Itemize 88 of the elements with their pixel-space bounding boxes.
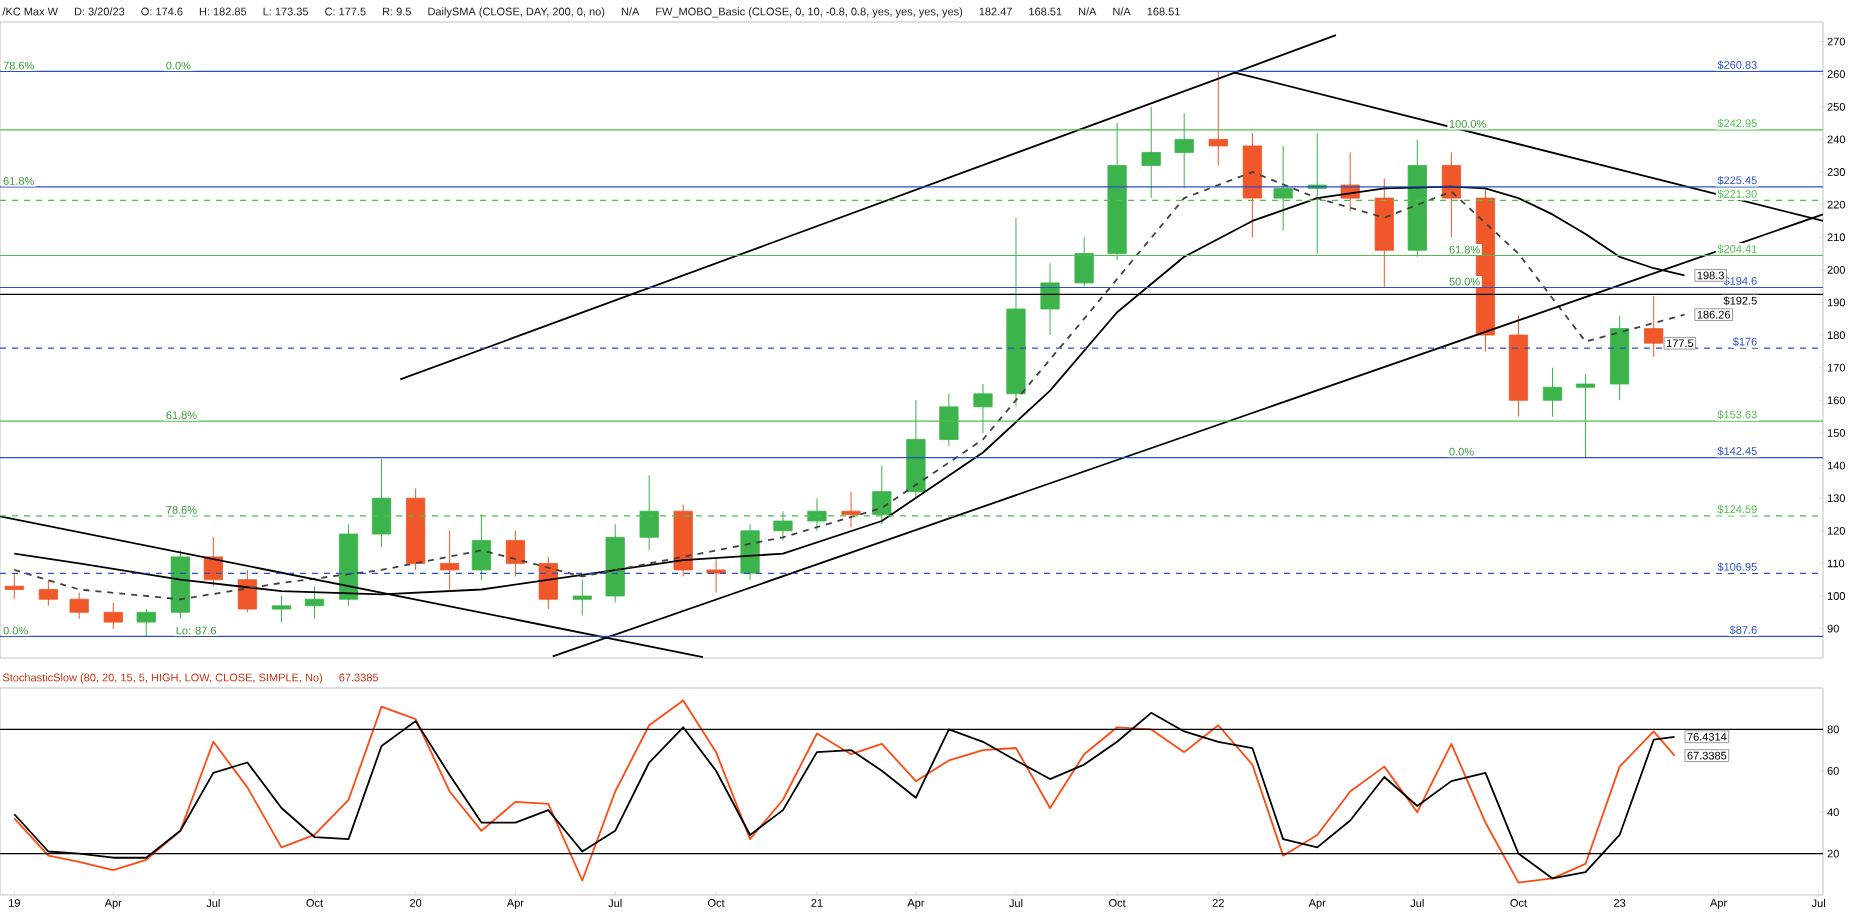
y-tick-label: 270	[1827, 37, 1845, 46]
chart-title: StochasticSlow (80, 20, 15, 5, HIGH, LOW, CLOSE, SIMPLE, No)	[2, 673, 323, 684]
annotation: 61.8%	[1449, 245, 1480, 254]
x-tick-label: 20	[410, 899, 422, 907]
y-tick-label: 200	[1827, 265, 1845, 274]
x-tick-label: Apr	[104, 899, 122, 909]
ref-line-label: $124.59	[1717, 504, 1757, 514]
y-tick-label: 20	[1827, 849, 1839, 858]
text: FW_MOBO_Basic (CLOSE, 0, 10, -0.8, 0.8, yes, yes, yes, yes)	[656, 7, 963, 18]
text: H: 182.85	[199, 7, 247, 16]
ref-line-label: $194.6	[1723, 276, 1757, 286]
ref-line-label: $87.6	[1729, 625, 1757, 635]
y-tick-label: 110	[1827, 559, 1845, 568]
x-tick-label: 23	[1614, 899, 1626, 907]
text: 168.51	[1147, 7, 1180, 16]
text: 182.47	[979, 7, 1012, 16]
annotation: Lo: 87.6	[176, 626, 217, 635]
y-tick-label: 130	[1827, 494, 1845, 503]
y-tick-label: 220	[1827, 200, 1845, 209]
x-tick-label: Oct	[306, 899, 323, 907]
y-tick-label: 190	[1827, 298, 1845, 307]
text: 168.51	[1029, 7, 1062, 16]
annotation: 198.3	[1697, 271, 1724, 280]
y-tick-label: 170	[1827, 363, 1845, 372]
annotation: 76.4314	[1687, 732, 1727, 741]
text: N/A	[621, 7, 640, 16]
annotation: 61.8%	[166, 411, 197, 420]
ref-line-label: $176	[1732, 337, 1757, 347]
x-tick-label: Jul	[608, 899, 622, 908]
x-tick-label: Apr	[1710, 899, 1727, 909]
x-tick-label: Oct	[708, 899, 725, 907]
y-tick-label: 60	[1827, 766, 1839, 775]
x-tick-label: Jul	[1811, 899, 1825, 908]
text: DailySMA (CLOSE, DAY, 200, 0, no)	[428, 7, 605, 18]
annotation: 78.6%	[3, 61, 34, 70]
text: N/A	[1078, 7, 1097, 16]
x-tick-label: 21	[811, 899, 823, 907]
annotation: 78.6%	[166, 506, 197, 514]
y-tick-label: 160	[1827, 396, 1845, 405]
y-tick-label: 40	[1827, 808, 1839, 817]
y-tick-label: 150	[1827, 429, 1845, 437]
text: L: 173.35	[263, 7, 309, 16]
x-tick-label: 22	[1212, 899, 1224, 907]
text: 67.3385	[339, 673, 379, 682]
annotation: 0.0%	[3, 626, 28, 635]
annotation: 50.0%	[1449, 277, 1480, 286]
x-tick-label: Oct	[1510, 899, 1527, 907]
y-tick-label: 180	[1827, 331, 1845, 339]
ref-line-label: $106.95	[1717, 562, 1757, 572]
text: C: 177.5	[325, 7, 366, 16]
y-tick-label: 230	[1827, 168, 1845, 176]
annotation: 100.0%	[1449, 119, 1486, 128]
y-tick-label: 90	[1827, 624, 1839, 633]
x-tick-label: Jul	[1009, 899, 1023, 908]
ref-line-label: $221.30	[1717, 189, 1757, 199]
ref-line-label: $204.41	[1717, 244, 1757, 254]
chart-title: /KC Max W	[2, 7, 58, 16]
x-tick-label: Jul	[1410, 899, 1424, 908]
y-tick-label: 260	[1827, 70, 1845, 79]
annotation: 177.5	[1666, 339, 1694, 348]
text: N/A	[1113, 7, 1131, 16]
ref-line-label: $153.63	[1717, 410, 1757, 420]
annotation: 186.26	[1697, 310, 1731, 319]
ref-line-label: $142.45	[1717, 446, 1757, 456]
ref-line-label: $260.83	[1717, 60, 1757, 70]
x-tick-label: Jul	[206, 899, 220, 908]
annotation: 0.0%	[166, 61, 191, 70]
x-tick-label: Apr	[907, 899, 925, 909]
text: O: 174.6	[141, 7, 183, 16]
y-tick-label: 100	[1827, 592, 1845, 600]
y-tick-label: 80	[1827, 725, 1839, 734]
ref-line-label: $192.5	[1723, 296, 1757, 306]
text: R: 9.5	[383, 7, 411, 16]
ref-line-label: $242.95	[1717, 118, 1757, 128]
annotation: 67.3385	[1687, 751, 1727, 760]
y-tick-label: 240	[1827, 135, 1845, 144]
y-tick-label: 140	[1827, 461, 1845, 470]
x-tick-label: Oct	[1109, 899, 1126, 907]
y-tick-label: 250	[1827, 102, 1845, 111]
text: D: 3/20/23	[74, 7, 125, 16]
ref-line-label: $225.45	[1717, 175, 1757, 185]
x-tick-label: 19	[9, 899, 20, 907]
annotation: 0.0%	[1449, 447, 1474, 456]
x-tick-label: Apr	[1308, 899, 1326, 909]
y-tick-label: 120	[1827, 526, 1845, 535]
x-tick-label: Apr	[506, 899, 524, 909]
annotation: 61.8%	[3, 177, 34, 185]
y-tick-label: 210	[1827, 233, 1845, 242]
